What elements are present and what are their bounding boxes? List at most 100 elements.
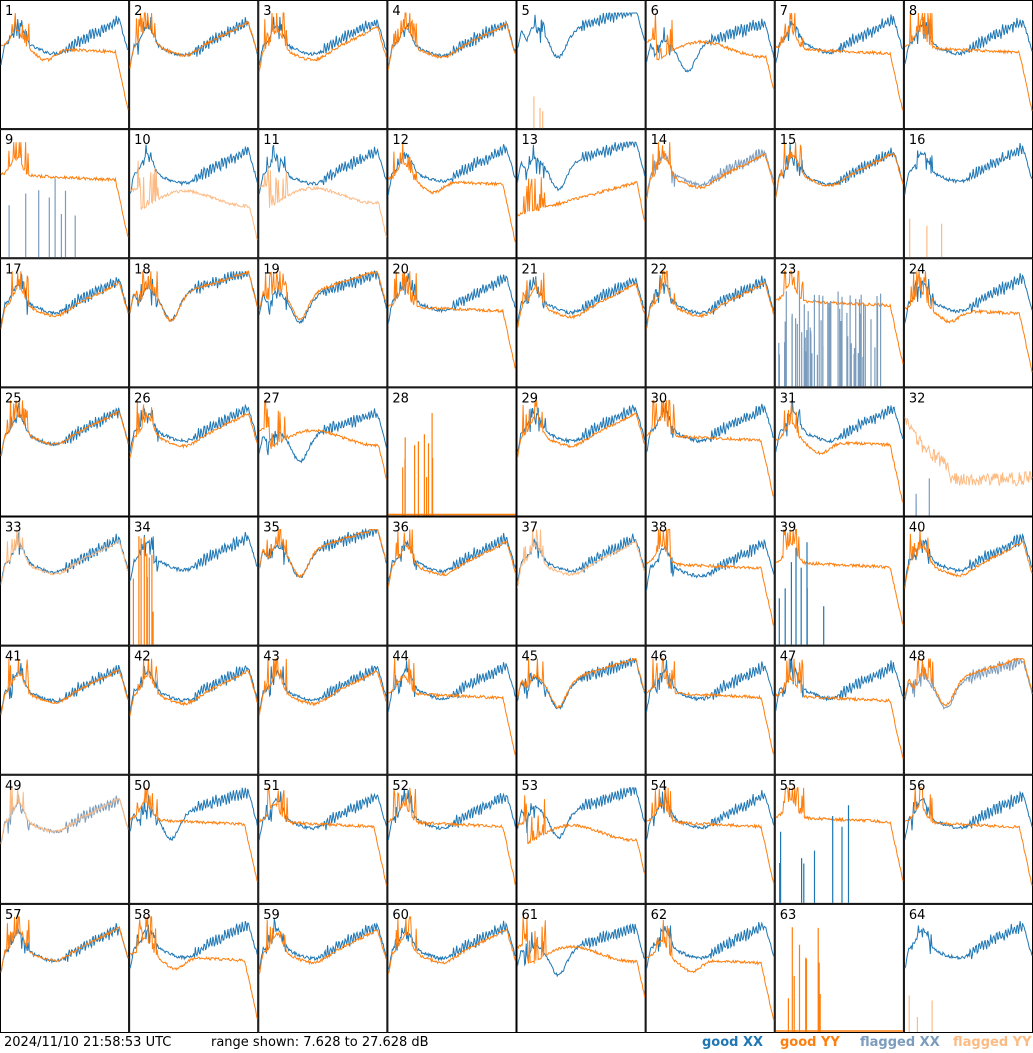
yy-series <box>517 657 646 709</box>
panel-number: 58 <box>134 908 151 923</box>
panel-20: 20 <box>387 258 517 388</box>
panel-13: 13 <box>516 129 646 259</box>
panel-4: 4 <box>387 0 517 130</box>
xx-series <box>646 538 775 591</box>
panel-number: 25 <box>5 391 22 406</box>
panel-53: 53 <box>516 774 646 904</box>
panel-number: 36 <box>392 521 409 536</box>
xx-series <box>517 141 646 192</box>
panel-frame <box>0 516 130 646</box>
panel-frame <box>645 0 775 130</box>
panel-37: 37 <box>516 516 646 646</box>
yy-series <box>646 657 775 756</box>
panel-number: 28 <box>392 391 409 406</box>
panel-frame <box>903 129 1033 259</box>
panel-frame <box>258 903 388 1033</box>
panel-number: 53 <box>522 779 539 794</box>
xx-series <box>904 921 1033 969</box>
panel-41: 41 <box>0 645 130 775</box>
yy-series <box>904 787 1033 886</box>
panel-56: 56 <box>903 774 1033 904</box>
yy-series <box>646 142 775 200</box>
yy-series <box>646 12 775 90</box>
yy-series <box>0 658 129 715</box>
panel-38: 38 <box>645 516 775 646</box>
yy-series <box>0 271 129 329</box>
panel-number: 38 <box>651 521 668 536</box>
panel-number: 50 <box>134 779 151 794</box>
panel-39: 39 <box>774 516 904 646</box>
yy-series <box>0 12 129 110</box>
yy-series <box>904 657 1033 707</box>
panel-number: 51 <box>263 779 280 794</box>
panel-frame <box>645 903 775 1033</box>
flag-spikes <box>787 927 821 1032</box>
panel-frame <box>129 774 259 904</box>
panel-frame <box>516 903 646 1033</box>
panel-61: 61 <box>516 903 646 1033</box>
panel-frame <box>387 129 517 259</box>
legend-good-yy: good YY <box>780 1035 840 1050</box>
panel-52: 52 <box>387 774 517 904</box>
yy-series <box>387 12 516 70</box>
panel-frame <box>258 645 388 775</box>
panel-number: 2 <box>134 4 142 19</box>
panel-5: 5 <box>516 0 646 130</box>
panel-number: 9 <box>5 133 13 148</box>
panel-frame <box>903 516 1033 646</box>
panel-15: 15 <box>774 129 904 259</box>
panel-8: 8 <box>903 0 1033 130</box>
panel-48: 48 <box>903 645 1033 775</box>
xx-series <box>775 658 904 712</box>
xx-series <box>0 272 129 326</box>
panel-number: 47 <box>780 650 797 665</box>
yy-series <box>646 919 775 1021</box>
yy-series <box>258 270 387 321</box>
panel-number: 39 <box>780 521 797 536</box>
xx-series <box>387 920 516 970</box>
panel-47: 47 <box>774 645 904 775</box>
yy-series <box>0 787 129 845</box>
xx-series <box>904 533 1033 585</box>
panel-frame <box>903 387 1033 517</box>
panel-17: 17 <box>0 258 130 388</box>
panel-49: 49 <box>0 774 130 904</box>
yy-series <box>517 177 646 221</box>
xx-series <box>517 786 646 840</box>
yy-series <box>904 271 1033 373</box>
yy-series <box>258 919 387 975</box>
yy-series <box>775 12 904 111</box>
panel-40: 40 <box>903 516 1033 646</box>
panel-frame <box>387 387 517 517</box>
xx-series <box>129 787 258 841</box>
panel-26: 26 <box>129 387 259 517</box>
panel-58: 58 <box>129 903 259 1033</box>
yy-series <box>646 399 775 498</box>
xx-series <box>517 657 646 710</box>
panel-number: 29 <box>522 391 539 406</box>
panel-number: 54 <box>651 779 668 794</box>
panel-frame <box>645 129 775 259</box>
panel-number: 63 <box>780 908 797 923</box>
panel-number: 41 <box>5 650 22 665</box>
panel-34: 34 <box>129 516 259 646</box>
flag-spikes <box>778 291 882 387</box>
flag-spikes <box>778 542 825 645</box>
xx-series <box>0 403 129 457</box>
yy-series <box>258 12 387 73</box>
panel-46: 46 <box>645 645 775 775</box>
panel-number: 52 <box>392 779 409 794</box>
panel-number: 20 <box>392 262 409 277</box>
panel-frame <box>516 0 646 130</box>
yy-series <box>775 142 904 198</box>
panel-number: 34 <box>134 521 151 536</box>
panel-number: 55 <box>780 779 797 794</box>
yy-series <box>387 143 516 243</box>
panel-number: 21 <box>522 262 539 277</box>
yy-series <box>258 528 387 579</box>
panel-frame <box>0 258 130 388</box>
panel-number: 22 <box>651 262 668 277</box>
panel-frame <box>0 0 130 130</box>
panel-frame <box>645 258 775 388</box>
